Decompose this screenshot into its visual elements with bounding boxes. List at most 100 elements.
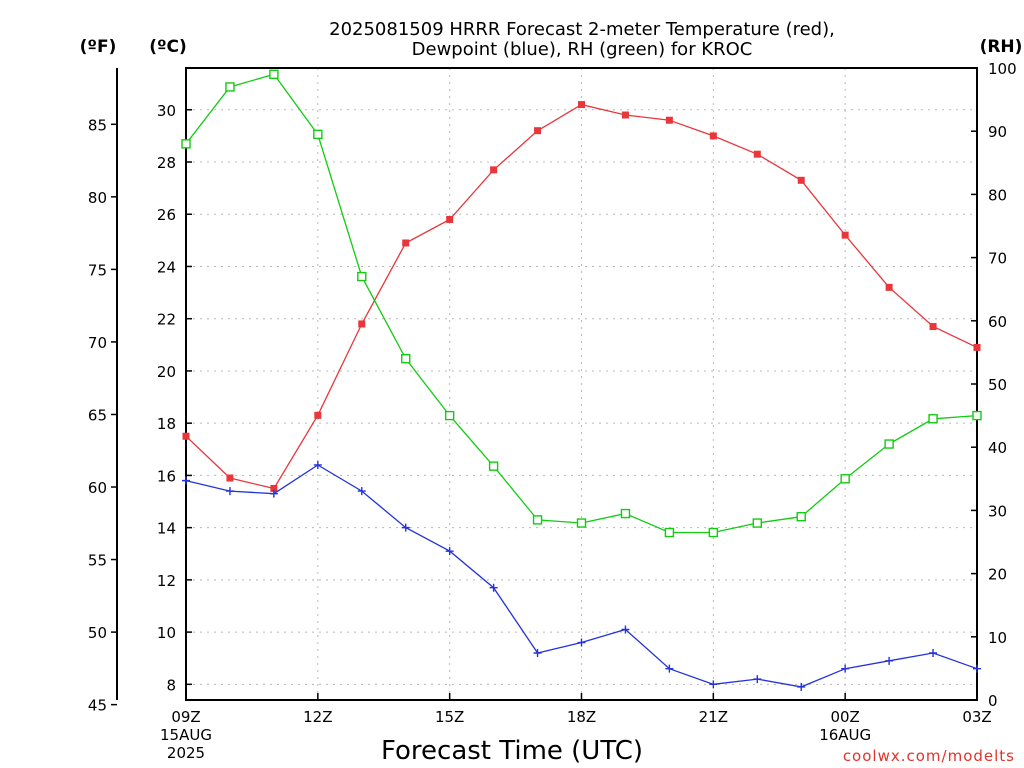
- temperature-point: [929, 323, 937, 331]
- dewpoint-point: [533, 648, 542, 657]
- fahrenheit-tick-label: 70: [88, 334, 107, 352]
- celsius-tick-label: 20: [157, 363, 176, 381]
- chart-title-line-2: Dewpoint (blue), RH (green) for KROC: [412, 39, 753, 60]
- dewpoint-point: [929, 648, 938, 657]
- x-tick-label: 21Z: [699, 708, 728, 726]
- temperature-point: [446, 215, 454, 223]
- dewpoint-point: [489, 583, 498, 592]
- temperature-series: [182, 101, 981, 492]
- rh-tick-label: 40: [988, 439, 1007, 457]
- rh-tick-label: 10: [988, 629, 1007, 647]
- fahrenheit-tick-label: 65: [88, 406, 107, 424]
- fahrenheit-tick-label: 85: [88, 116, 107, 134]
- rh-tick-label: 30: [988, 502, 1007, 520]
- celsius-tick-label: 8: [166, 676, 176, 694]
- celsius-unit-label: (ºC): [149, 37, 187, 57]
- dewpoint-point: [577, 638, 586, 647]
- dewpoint-line: [185, 464, 978, 688]
- celsius-tick-label: 28: [157, 154, 176, 172]
- temperature-point: [841, 231, 849, 239]
- axes: 45 50 55 60 65 70 75 80 85 8 10 12 14 16 18 20 22 24 26 28 3…: [88, 60, 1017, 762]
- x-tick-label: 12Z: [303, 708, 332, 726]
- dewpoint-point: [797, 682, 806, 691]
- rh-tick-label: 60: [988, 313, 1007, 331]
- celsius-tick-label: 16: [157, 467, 176, 485]
- grid: [186, 68, 977, 700]
- x-tick-label: 2025: [167, 744, 205, 762]
- chart-title-line-1: 2025081509 HRRR Forecast 2-meter Tempera…: [329, 19, 835, 40]
- temperature-point: [270, 484, 278, 492]
- rh-point: [576, 518, 587, 528]
- temperature-point: [182, 432, 190, 440]
- celsius-tick-label: 26: [157, 206, 176, 224]
- rh-tick-label: 70: [988, 250, 1007, 268]
- dewpoint-point: [753, 675, 762, 684]
- rh-point: [928, 414, 938, 424]
- temperature-point: [490, 166, 498, 174]
- rh-point: [972, 410, 982, 421]
- dewpoint-point: [621, 625, 630, 634]
- dewpoint-point: [225, 487, 234, 496]
- rh-tick-label: 0: [988, 692, 998, 710]
- fahrenheit-tick-label: 50: [88, 624, 107, 642]
- rh-point: [884, 439, 894, 449]
- x-tick-label: 09Z: [171, 708, 200, 726]
- temperature-point: [534, 127, 542, 135]
- rh-tick-label: 100: [988, 60, 1017, 78]
- data-series: [181, 69, 982, 691]
- rh-point: [401, 354, 411, 364]
- rh-series: [181, 69, 982, 538]
- celsius-tick-label: 30: [157, 102, 176, 120]
- dewpoint-point: [445, 547, 454, 556]
- fahrenheit-tick-label: 75: [88, 261, 107, 279]
- x-tick-label: 16AUG: [819, 726, 871, 744]
- celsius-tick-label: 14: [157, 520, 176, 538]
- rh-point: [225, 82, 235, 92]
- fahrenheit-tick-label: 45: [88, 697, 107, 715]
- x-tick-label: 18Z: [567, 708, 596, 726]
- dewpoint-point: [357, 487, 366, 496]
- dewpoint-point: [885, 656, 894, 665]
- dewpoint-point: [269, 489, 278, 498]
- rh-point: [357, 271, 367, 282]
- x-tick-label: 03Z: [962, 708, 991, 726]
- rh-point: [620, 508, 631, 519]
- dewpoint-point: [973, 664, 981, 673]
- dewpoint-point: [182, 476, 190, 485]
- fahrenheit-tick-label: 55: [88, 552, 107, 570]
- rh-tick-label: 20: [988, 566, 1007, 584]
- dewpoint-point: [841, 664, 850, 673]
- dewpoint-point: [709, 680, 718, 689]
- temperature-point: [709, 132, 717, 140]
- rh-unit-label: (RH): [980, 37, 1023, 57]
- rh-point: [708, 527, 719, 538]
- temperature-point: [753, 150, 761, 158]
- temperature-point: [578, 101, 585, 109]
- rh-point: [488, 461, 499, 471]
- x-axis-title: Forecast Time (UTC): [381, 736, 643, 766]
- rh-point: [313, 129, 323, 140]
- temperature-point: [314, 411, 322, 419]
- temperature-point: [358, 320, 366, 328]
- temperature-point: [973, 343, 981, 351]
- fahrenheit-tick-label: 60: [88, 479, 107, 497]
- celsius-tick-label: 22: [157, 311, 176, 329]
- rh-line: [185, 73, 978, 534]
- temperature-point: [885, 283, 893, 291]
- rh-tick-label: 80: [988, 186, 1007, 204]
- dewpoint-series: [182, 460, 981, 691]
- temperature-point: [621, 111, 629, 119]
- x-tick-label: 00Z: [830, 708, 859, 726]
- dewpoint-point: [313, 460, 322, 469]
- rh-point: [532, 515, 543, 525]
- fahrenheit-tick-label: 80: [88, 189, 107, 207]
- celsius-tick-label: 24: [157, 258, 176, 276]
- temperature-point: [797, 176, 805, 184]
- source-credit: coolwx.com/modelts: [843, 747, 1015, 765]
- celsius-tick-label: 10: [157, 624, 176, 642]
- temperature-point: [665, 116, 673, 124]
- rh-point: [752, 518, 762, 528]
- celsius-tick-label: 12: [157, 572, 176, 590]
- rh-point: [181, 139, 191, 149]
